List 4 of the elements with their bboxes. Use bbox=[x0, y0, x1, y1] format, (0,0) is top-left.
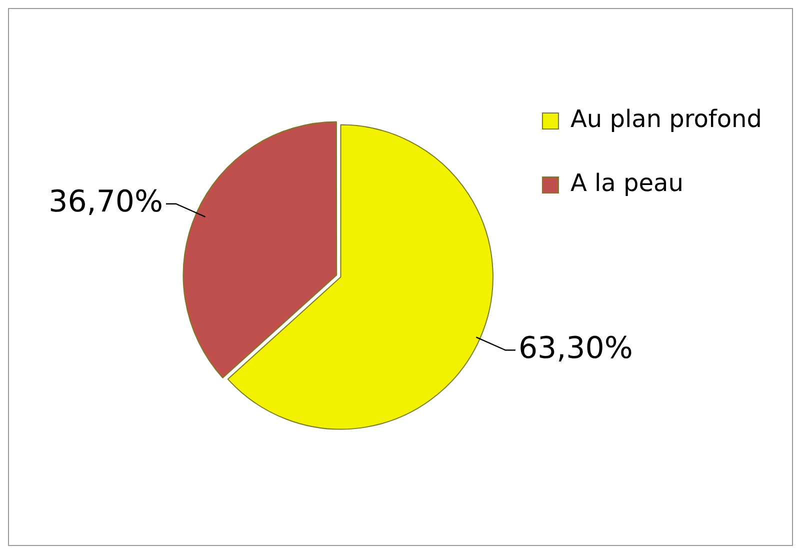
data-label: 63,30% bbox=[518, 330, 633, 366]
legend-label: A la peau bbox=[570, 169, 684, 198]
legend-label: Au plan profond bbox=[570, 105, 762, 134]
data-label: 36,70% bbox=[48, 184, 164, 220]
